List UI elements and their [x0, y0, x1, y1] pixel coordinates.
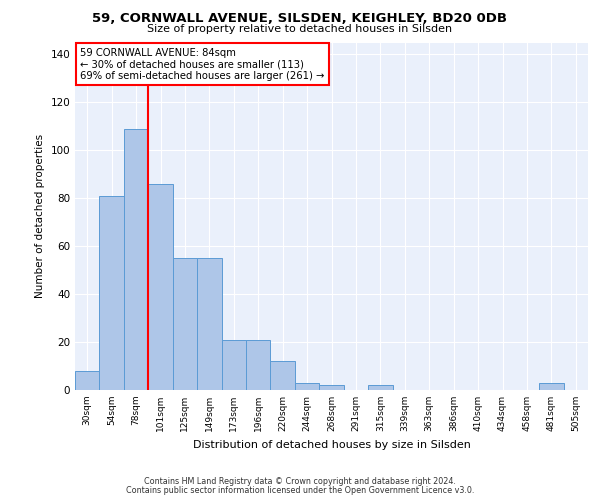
Text: Contains HM Land Registry data © Crown copyright and database right 2024.: Contains HM Land Registry data © Crown c… — [144, 477, 456, 486]
Bar — [319, 385, 344, 390]
Bar — [100, 196, 124, 390]
Bar — [75, 371, 100, 390]
Bar — [246, 340, 271, 390]
Bar — [124, 129, 148, 390]
Y-axis label: Number of detached properties: Number of detached properties — [35, 134, 45, 298]
Text: 59 CORNWALL AVENUE: 84sqm
← 30% of detached houses are smaller (113)
69% of semi: 59 CORNWALL AVENUE: 84sqm ← 30% of detac… — [80, 48, 325, 81]
Text: 59, CORNWALL AVENUE, SILSDEN, KEIGHLEY, BD20 0DB: 59, CORNWALL AVENUE, SILSDEN, KEIGHLEY, … — [92, 12, 508, 26]
Bar — [271, 361, 295, 390]
Bar — [148, 184, 173, 390]
X-axis label: Distribution of detached houses by size in Silsden: Distribution of detached houses by size … — [193, 440, 470, 450]
Bar — [539, 383, 563, 390]
Bar — [295, 383, 319, 390]
Bar — [173, 258, 197, 390]
Bar — [221, 340, 246, 390]
Text: Size of property relative to detached houses in Silsden: Size of property relative to detached ho… — [148, 24, 452, 34]
Bar — [197, 258, 221, 390]
Text: Contains public sector information licensed under the Open Government Licence v3: Contains public sector information licen… — [126, 486, 474, 495]
Bar — [368, 385, 392, 390]
